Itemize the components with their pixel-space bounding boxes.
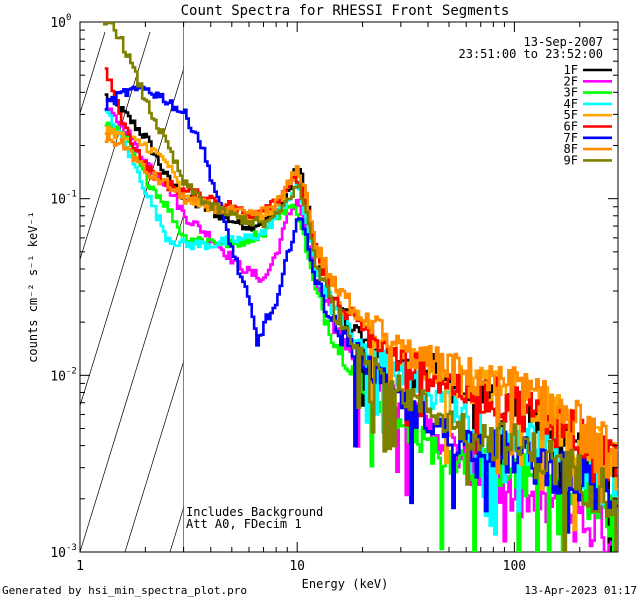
annotation-attenuator: Att A0, FDecim 1 (186, 517, 302, 531)
y-tick-label: 10 (50, 546, 66, 561)
y-tick-exponent: -1 (66, 190, 77, 200)
legend-label-8F: 8F (564, 142, 578, 156)
y-axis-label: counts cm⁻² s⁻¹ keV⁻¹ (26, 211, 40, 363)
time-range-label: 23:51:00 to 23:52:00 (459, 47, 604, 61)
series-group (100, 22, 618, 552)
hatch-line (80, 214, 184, 552)
plot-frame (79, 21, 619, 553)
hatch-line (215, 32, 375, 552)
legend-label-1F: 1F (564, 63, 578, 77)
hatch-line (620, 32, 640, 552)
legend-label-3F: 3F (564, 86, 578, 100)
legend-label-2F: 2F (564, 74, 578, 88)
hatch-line (124, 360, 184, 552)
y-tick-exponent: -2 (66, 366, 77, 376)
series-line-3F (104, 121, 615, 552)
hatch-line (0, 32, 15, 552)
legend-label-6F: 6F (564, 120, 578, 134)
date-label: 13-Sep-2007 (524, 35, 603, 49)
x-tick-label: 100 (503, 559, 526, 574)
hatch-line (80, 67, 184, 407)
x-tick-label: 1 (76, 559, 84, 574)
series-line-7F (104, 83, 618, 534)
hatch-line (169, 506, 184, 552)
series-line-8F (104, 132, 618, 504)
background-hatch-region (0, 22, 640, 552)
legend-label-4F: 4F (564, 97, 578, 111)
y-tick-exponent: 0 (66, 13, 71, 23)
annotation-background: Includes Background (186, 505, 323, 519)
timestamp-text: 13-Apr-2023 01:17 (524, 584, 637, 597)
x-axis-label: Energy (keV) (302, 577, 389, 591)
chart-title: Count Spectra for RHESSI Front Segments (181, 3, 510, 19)
series-line-9F (100, 22, 617, 552)
legend-label-5F: 5F (564, 108, 578, 122)
x-tick-label: 10 (289, 559, 305, 574)
hatch-line (80, 31, 151, 261)
y-tick-label: 10 (50, 16, 66, 31)
legend-label-7F: 7F (564, 131, 578, 145)
y-tick-exponent: -3 (66, 543, 77, 553)
legend-label-9F: 9F (564, 153, 578, 167)
y-tick-label: 10 (50, 193, 66, 208)
generated-by-text: Generated by hsi_min_spectra_plot.pro (2, 584, 248, 597)
hatch-line (80, 31, 106, 115)
y-tick-label: 10 (50, 369, 66, 384)
